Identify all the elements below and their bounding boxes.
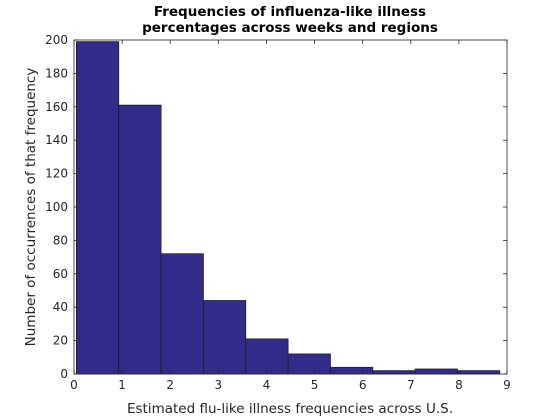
histogram-bar <box>160 253 204 375</box>
y-axis-label: Number of occurrences of that frequency <box>23 68 39 347</box>
histogram-bar <box>245 338 289 375</box>
y-tick-label: 200 <box>45 33 68 47</box>
y-tick-label: 40 <box>53 300 68 314</box>
y-tick-label: 80 <box>53 233 68 247</box>
x-tick-label: 2 <box>166 378 174 392</box>
x-tick-label: 5 <box>311 378 319 392</box>
x-tick-label: 3 <box>215 378 223 392</box>
histogram-bar <box>372 370 416 375</box>
ticks-group: 0 1 2 3 4 5 6 7 8 9 0 20 40 60 80 100 120 140 160 180 200 <box>45 33 511 392</box>
histogram-bar <box>118 104 162 375</box>
histogram-bar <box>457 370 501 375</box>
x-axis-label: Estimated flu-like illness frequencies a… <box>127 401 453 417</box>
y-tick-label: 60 <box>53 267 68 281</box>
x-tick-label: 9 <box>503 378 511 392</box>
chart-title-line-2: percentages across weeks and regions <box>142 20 438 36</box>
histogram-bar <box>287 353 331 375</box>
x-tick-label: 6 <box>359 378 367 392</box>
y-tick-label: 20 <box>53 334 68 348</box>
histogram-bar <box>203 300 247 375</box>
x-tick-label: 4 <box>263 378 271 392</box>
x-tick-label: 0 <box>70 378 78 392</box>
y-tick-label: 140 <box>45 133 68 147</box>
y-tick-label: 0 <box>60 367 68 381</box>
x-tick-label: 7 <box>407 378 415 392</box>
y-tick-label: 180 <box>45 66 68 80</box>
y-tick-label: 120 <box>45 167 68 181</box>
y-tick-label: 100 <box>45 200 68 214</box>
histogram-bar <box>76 41 120 375</box>
histogram-bar <box>414 368 458 375</box>
bars-group <box>76 41 501 375</box>
chart-title-line-1: Frequencies of influenza-like illness <box>154 4 426 20</box>
histogram-bar <box>330 366 374 375</box>
x-tick-label: 1 <box>118 378 126 392</box>
y-tick-label: 160 <box>45 100 68 114</box>
x-tick-label: 8 <box>455 378 463 392</box>
